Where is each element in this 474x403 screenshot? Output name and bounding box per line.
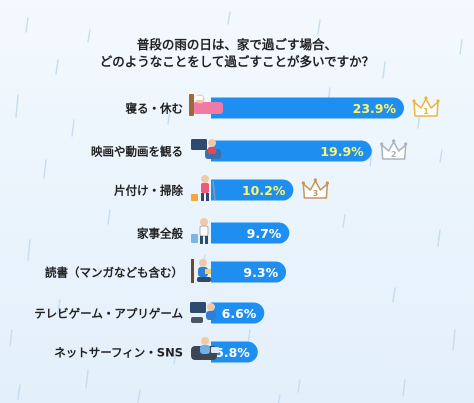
rain-streak xyxy=(9,329,13,347)
rank-crown-icon: 2 xyxy=(380,139,408,160)
rank-number: 1 xyxy=(423,107,429,116)
category-label: 寝る・休む xyxy=(126,102,184,116)
category-label: 家事全般 xyxy=(137,227,183,241)
person-doing-housework-icon xyxy=(191,218,209,244)
value-label: 5.8% xyxy=(215,345,250,360)
rank-number: 2 xyxy=(391,150,397,159)
bar xyxy=(211,261,287,283)
value-label: 6.6% xyxy=(222,306,257,321)
rank-crown-icon: 3 xyxy=(301,178,329,199)
chart-title-line-1: 普段の雨の日は、家で過ごす場合、 xyxy=(136,37,338,52)
value-label: 9.3% xyxy=(243,265,278,280)
value-label: 23.9% xyxy=(353,101,397,116)
category-label: ネットサーフィン・SNS xyxy=(54,346,183,360)
rain-streak xyxy=(43,159,47,179)
bar xyxy=(211,302,265,324)
bar xyxy=(211,341,258,363)
rain-streak xyxy=(87,29,91,43)
rain-streak xyxy=(382,61,386,79)
value-label: 9.7% xyxy=(247,226,282,241)
category-label: 映画や動画を観る xyxy=(91,145,183,159)
category-label: 読書（マンガなども含む） xyxy=(45,266,183,280)
person-in-bed-icon xyxy=(189,94,223,116)
bar-row: 片付け・掃除 10.2% 3 xyxy=(114,175,329,201)
category-label: 片付け・掃除 xyxy=(114,184,183,198)
bar-row: ネットサーフィン・SNS 5.8% xyxy=(54,337,258,363)
category-label: テレビゲーム・アプリゲーム xyxy=(34,307,183,321)
rain-streak xyxy=(369,149,373,167)
rain-streak xyxy=(402,379,406,397)
person-watching-tv-icon xyxy=(191,139,221,159)
rank-number: 3 xyxy=(313,189,319,198)
chart-title-line-2: どのようなことをして過ごすことが多いですか？ xyxy=(99,54,375,69)
rain-streak xyxy=(85,369,89,389)
rain-streak xyxy=(459,39,463,55)
person-using-laptop-icon xyxy=(191,337,219,360)
bar-row: テレビゲーム・アプリゲーム 6.6% xyxy=(34,302,265,324)
rain-streak xyxy=(27,239,31,261)
rain-streak xyxy=(227,11,231,25)
bar-row: 映画や動画を観る 19.9% 2 xyxy=(91,139,408,162)
bar-row: 家事全般 9.7% xyxy=(137,218,290,244)
rain-streak xyxy=(452,329,456,351)
rain-streak xyxy=(167,109,171,125)
rain-streak xyxy=(342,214,346,228)
rain-streak xyxy=(57,299,61,315)
rain-streak xyxy=(437,229,441,247)
game-console-icon xyxy=(190,302,216,323)
rain-streak xyxy=(297,379,301,393)
rain-streak xyxy=(107,209,111,225)
bar xyxy=(211,222,290,244)
bar-row: 寝る・休む 23.9% 1 xyxy=(126,94,440,119)
rain-streak xyxy=(317,19,321,35)
person-reading-icon xyxy=(191,259,211,283)
rain-streak xyxy=(277,394,281,403)
bar xyxy=(211,97,405,119)
bar xyxy=(211,179,294,201)
rain-streak xyxy=(392,287,396,303)
value-label: 10.2% xyxy=(242,183,286,198)
rain-streak xyxy=(55,59,59,75)
rain-streak xyxy=(71,119,75,137)
rain-streak xyxy=(15,94,19,118)
value-label: 19.9% xyxy=(320,144,364,159)
bar-row: 読書（マンガなども含む） 9.3% xyxy=(45,259,287,283)
bar xyxy=(211,140,372,162)
rain-streak xyxy=(25,17,29,33)
rain-streak xyxy=(137,389,141,403)
rain-streak xyxy=(173,351,177,365)
rain-streak xyxy=(17,384,21,400)
rank-crown-icon: 1 xyxy=(412,96,440,117)
rain-streak xyxy=(439,149,443,163)
person-cleaning-icon xyxy=(191,175,216,201)
